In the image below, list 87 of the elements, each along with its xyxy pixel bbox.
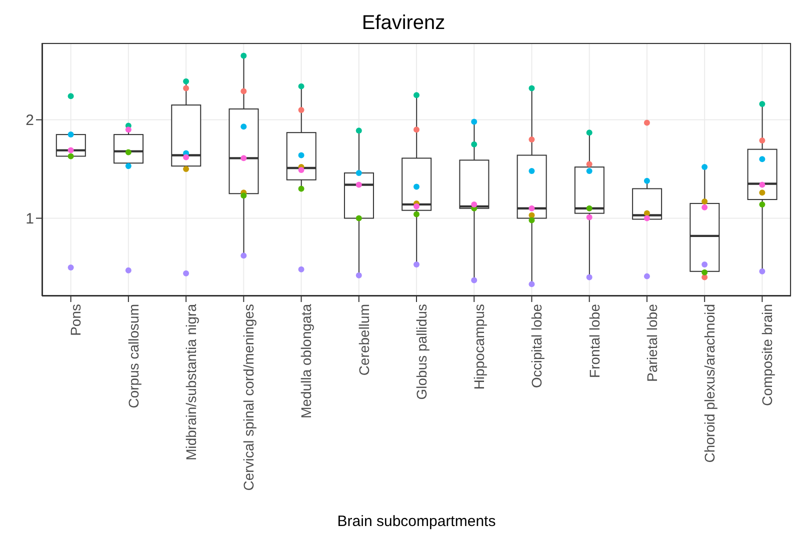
point bbox=[68, 147, 74, 154]
point bbox=[759, 268, 766, 274]
point bbox=[586, 130, 592, 136]
point bbox=[471, 201, 478, 208]
point bbox=[528, 217, 535, 224]
point bbox=[702, 269, 708, 276]
x-tick-label: Cervical spinal cord/meninges bbox=[240, 304, 257, 491]
point bbox=[240, 124, 247, 130]
point bbox=[356, 170, 362, 176]
point bbox=[414, 126, 420, 133]
x-tick-label: Medulla oblongata bbox=[298, 304, 314, 418]
point bbox=[240, 192, 247, 199]
point bbox=[240, 155, 247, 162]
point bbox=[183, 78, 190, 84]
point bbox=[183, 154, 190, 160]
point bbox=[356, 272, 362, 278]
x-tick-label: Cerebellum bbox=[356, 304, 372, 376]
x-tick-label: Corpus callosum bbox=[125, 304, 142, 408]
point bbox=[644, 178, 650, 184]
point bbox=[702, 204, 708, 210]
point bbox=[702, 262, 708, 268]
point bbox=[414, 203, 420, 210]
point bbox=[298, 166, 304, 173]
x-tick-label: Frontal lobe bbox=[586, 304, 602, 378]
x-tick-label: Globus pallidus bbox=[413, 304, 430, 400]
point bbox=[644, 215, 650, 222]
point bbox=[183, 166, 190, 172]
point bbox=[528, 136, 535, 142]
point bbox=[183, 85, 190, 92]
point bbox=[298, 186, 304, 192]
x-tick-label: Occipital lobe bbox=[528, 304, 545, 388]
point bbox=[759, 190, 766, 196]
point bbox=[356, 215, 362, 222]
point bbox=[68, 153, 74, 160]
point bbox=[759, 182, 766, 188]
point bbox=[356, 182, 362, 188]
x-tick-label: Hippocampus bbox=[471, 304, 488, 390]
point bbox=[702, 198, 708, 204]
point bbox=[68, 132, 74, 138]
point bbox=[759, 156, 766, 162]
point bbox=[414, 211, 420, 218]
point bbox=[644, 120, 650, 126]
point bbox=[759, 101, 766, 108]
point bbox=[702, 164, 708, 170]
point bbox=[298, 83, 304, 90]
x-tick-label: Midbrain/substantia nigra bbox=[182, 304, 199, 460]
point bbox=[528, 168, 535, 174]
point bbox=[528, 281, 535, 288]
point bbox=[414, 184, 420, 190]
point bbox=[298, 106, 304, 113]
point bbox=[240, 52, 247, 59]
point bbox=[528, 85, 535, 92]
point bbox=[414, 262, 420, 268]
point bbox=[644, 273, 650, 280]
x-tick-label: Parietal lobe bbox=[644, 304, 660, 382]
x-tick-label: Composite brain bbox=[759, 304, 776, 406]
point bbox=[125, 149, 132, 156]
point bbox=[586, 214, 592, 220]
y-tick-label: 2 bbox=[26, 112, 34, 130]
x-tick-label: Choroid plexus/arachnoid bbox=[702, 304, 718, 463]
point bbox=[298, 266, 304, 272]
point bbox=[644, 210, 650, 216]
point bbox=[586, 274, 592, 280]
point bbox=[240, 252, 247, 259]
point bbox=[759, 201, 766, 208]
point bbox=[183, 270, 190, 276]
point bbox=[586, 168, 592, 174]
point bbox=[759, 137, 766, 144]
point bbox=[414, 92, 420, 98]
point bbox=[586, 161, 592, 168]
point bbox=[125, 267, 132, 274]
point bbox=[471, 277, 478, 284]
point bbox=[356, 128, 362, 134]
point bbox=[586, 205, 592, 212]
x-axis-title: Brain subcompartments bbox=[337, 513, 496, 530]
point bbox=[240, 88, 247, 94]
point bbox=[471, 141, 478, 148]
y-tick-label: 1 bbox=[26, 210, 34, 228]
point bbox=[125, 126, 132, 133]
chart-title: Efavirenz bbox=[360, 11, 446, 36]
point bbox=[125, 163, 132, 170]
point bbox=[298, 152, 304, 158]
point bbox=[68, 264, 74, 270]
x-tick-label: Pons bbox=[68, 304, 84, 336]
point bbox=[528, 205, 535, 212]
point bbox=[68, 93, 74, 100]
point bbox=[471, 118, 478, 125]
